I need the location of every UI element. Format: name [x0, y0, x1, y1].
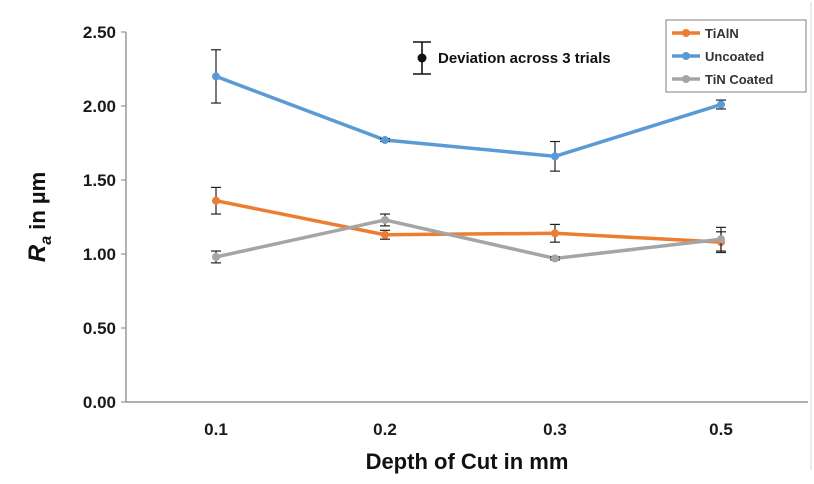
- y-tick-label: 1.50: [83, 171, 116, 190]
- x-tick-labels: 0.1 0.2 0.3 0.5: [204, 420, 733, 439]
- legend: TiAlN Uncoated TiN Coated: [665, 19, 807, 93]
- legend-swatch-marker: [682, 75, 690, 83]
- x-tick-label: 0.2: [373, 420, 397, 439]
- series-tin-coated: [211, 213, 726, 264]
- data-point: [551, 152, 559, 161]
- y-axis-title-rest: in µm: [25, 172, 50, 236]
- data-point: [381, 230, 389, 239]
- series-tialn: [211, 186, 726, 254]
- y-axis-title: Ra in µm: [24, 172, 55, 262]
- y-tick-label: 2.50: [83, 23, 116, 42]
- series-uncoated: [211, 49, 726, 172]
- data-point: [551, 229, 559, 238]
- y-tick-label: 0.50: [83, 319, 116, 338]
- legend-swatch-marker: [682, 52, 690, 60]
- x-tick-label: 0.3: [543, 420, 567, 439]
- y-tick-label: 2.00: [83, 97, 116, 116]
- x-tick-label: 0.5: [709, 420, 733, 439]
- legend-label: Uncoated: [705, 49, 764, 64]
- y-tick-label: 1.00: [83, 245, 116, 264]
- legend-label: TiN Coated: [705, 72, 773, 87]
- data-point: [717, 100, 725, 109]
- data-point: [212, 196, 220, 205]
- y-axis-title-subscript: a: [38, 236, 55, 245]
- x-tick-label: 0.1: [204, 420, 228, 439]
- series-line: [215, 218, 722, 261]
- data-point: [381, 215, 389, 224]
- data-point: [212, 72, 220, 81]
- data-point: [551, 254, 559, 263]
- series-line: [215, 74, 722, 159]
- data-point: [717, 235, 725, 244]
- y-tick-labels: 0.00 0.50 1.00 1.50 2.00 2.50: [83, 23, 126, 412]
- annotation-text: Deviation across 3 trials: [438, 50, 611, 67]
- legend-label: TiAlN: [705, 26, 739, 41]
- x-axis-title: Depth of Cut in mm: [366, 449, 569, 474]
- series-layer: [211, 49, 726, 264]
- data-point: [212, 252, 220, 261]
- deviation-annotation: Deviation across 3 trials: [413, 41, 611, 75]
- data-point: [381, 136, 389, 145]
- legend-swatch-marker: [682, 29, 690, 37]
- series-line: [215, 199, 722, 244]
- y-axis-title-symbol: R: [24, 244, 51, 262]
- annotation-marker: [417, 53, 427, 63]
- y-tick-label: 0.00: [83, 393, 116, 412]
